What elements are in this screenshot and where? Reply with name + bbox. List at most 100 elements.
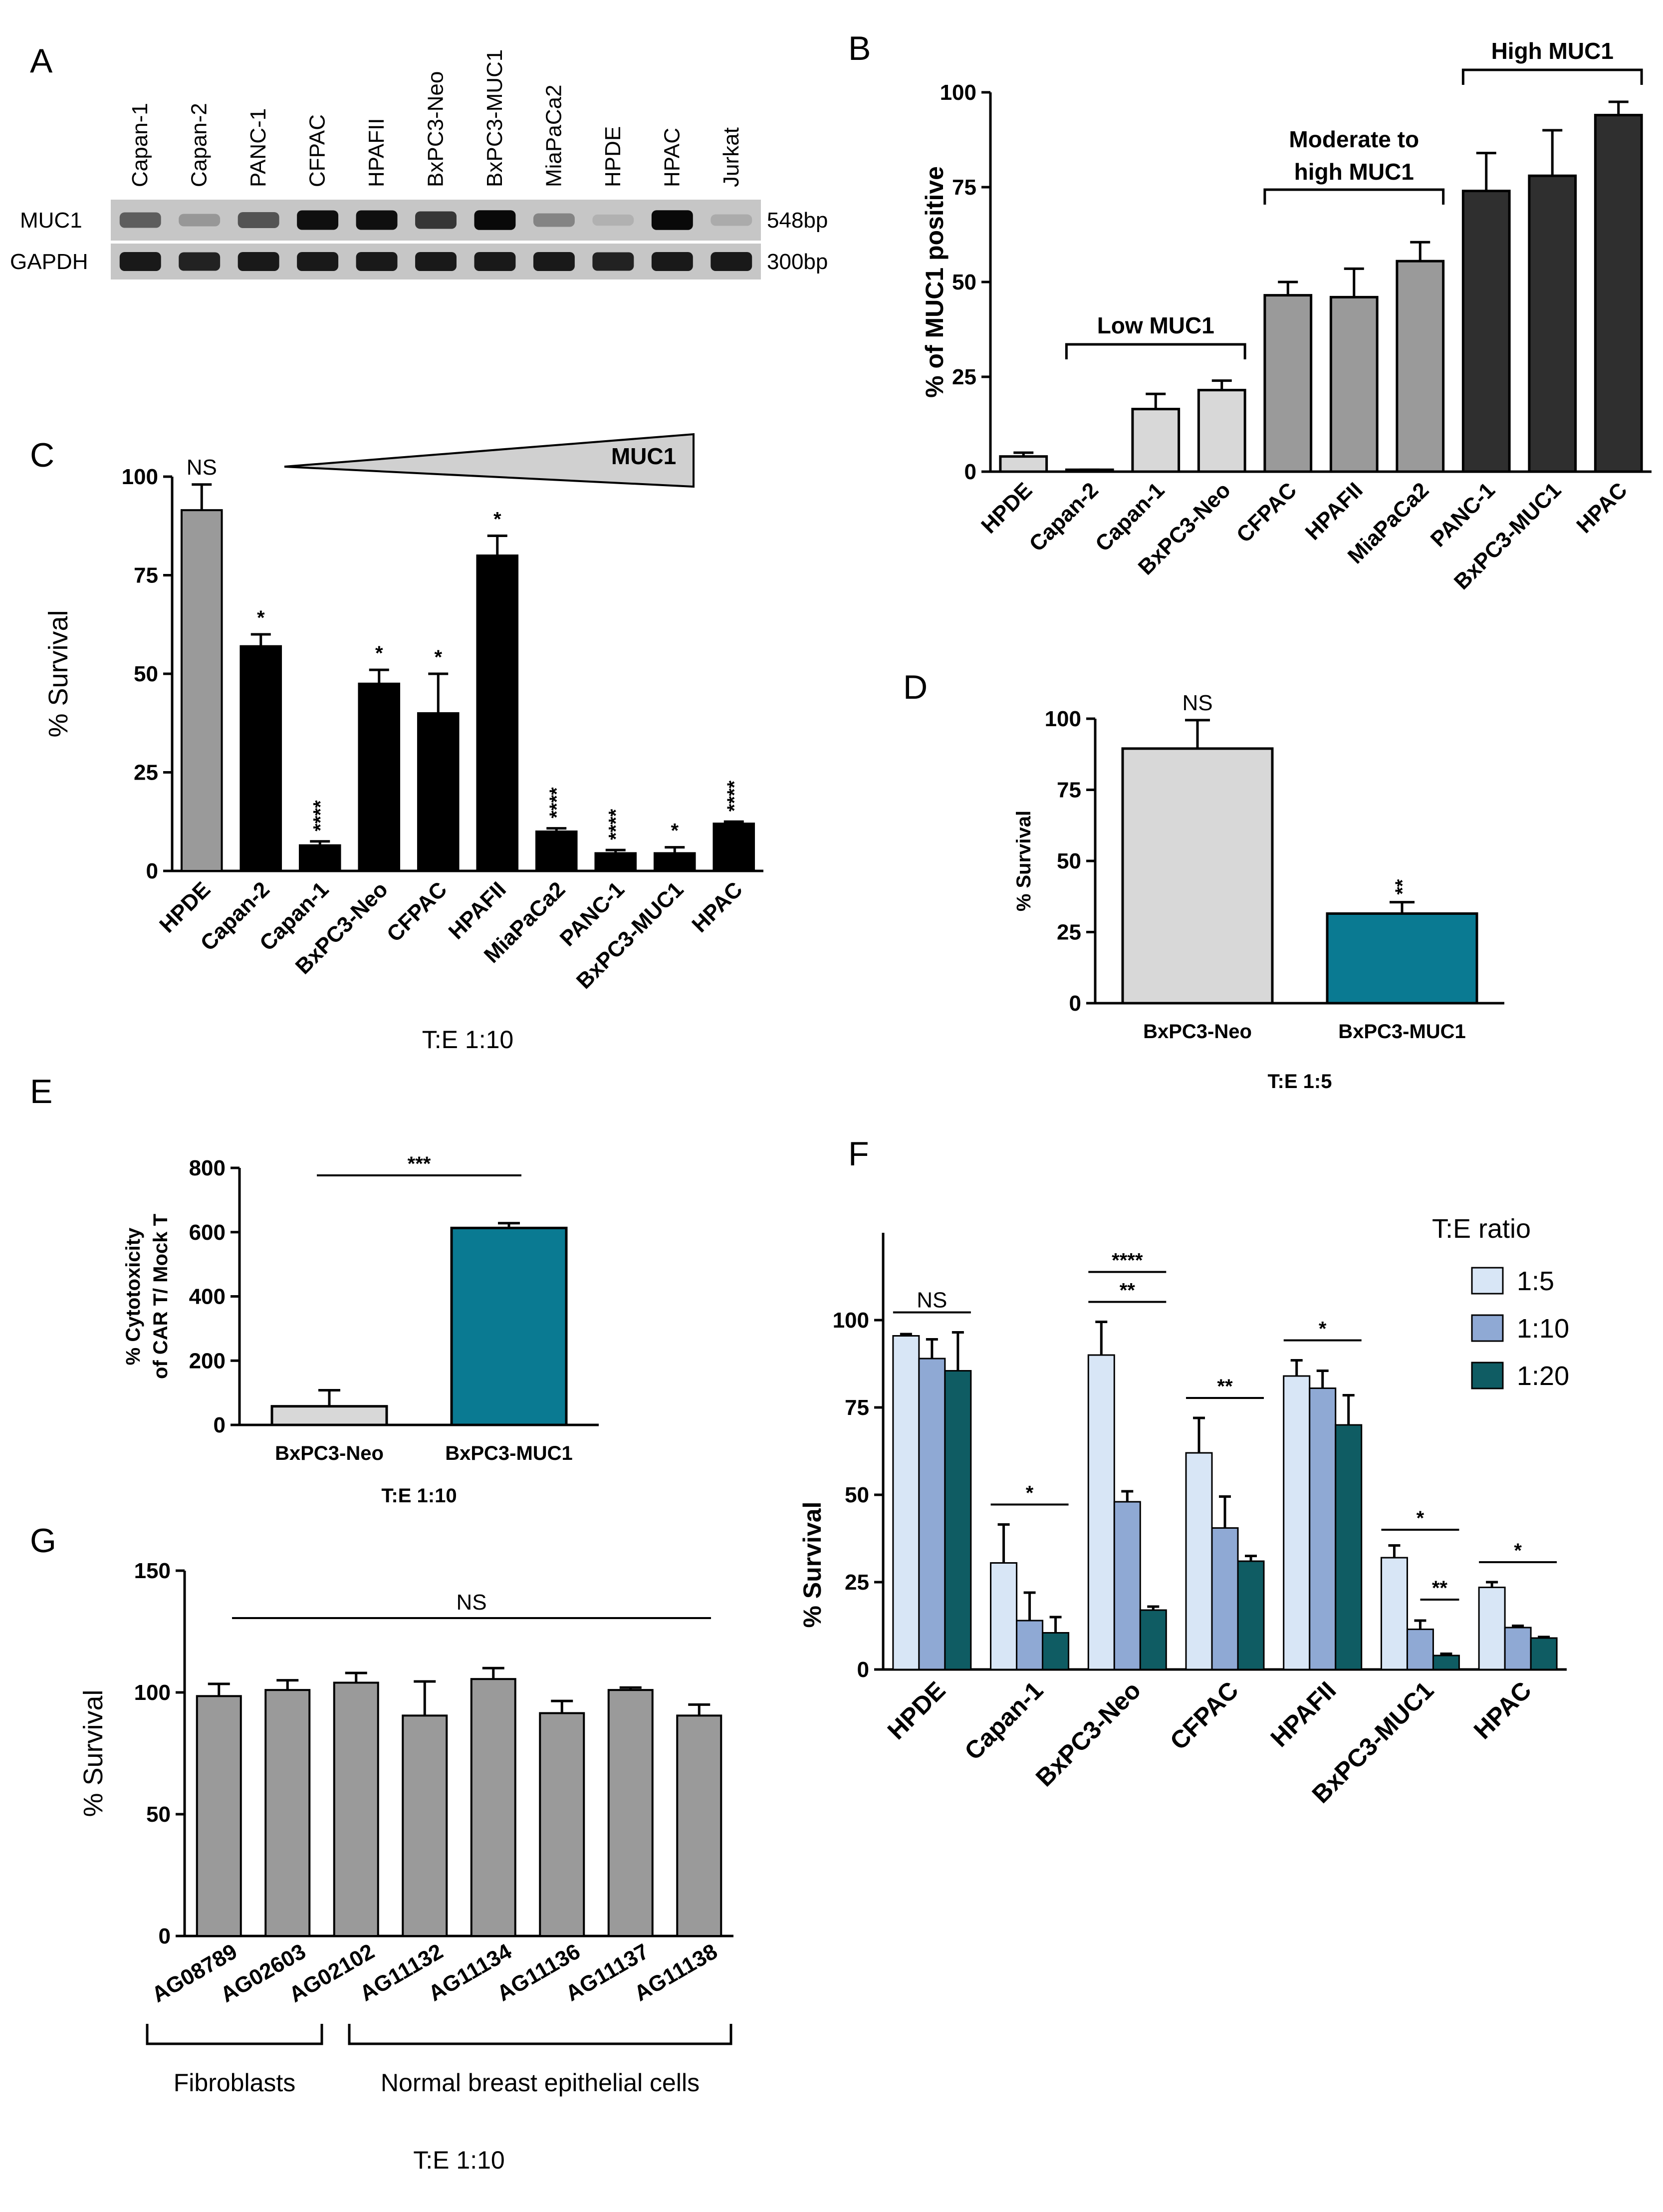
bar-bxpc3-muc1-1-20	[1432, 1655, 1460, 1670]
gel-lane-label: PANC-1	[246, 108, 270, 187]
legend-title: T:E ratio	[1432, 1214, 1531, 1244]
bar-ag02102	[333, 1681, 379, 1937]
bar-hpafii	[476, 554, 519, 872]
significance-marker: ****	[309, 800, 331, 831]
bar-capan-1-1-5	[990, 1562, 1018, 1670]
y-tick-label: 0	[146, 859, 158, 883]
gel-band	[238, 252, 279, 271]
bar-hpde-1-20	[944, 1370, 972, 1670]
chart-panel-e: 0 200 400 600 800 % Cytotoxicity of CAR T/ Moc…	[122, 1153, 599, 1507]
bar-bxpc3-neo-1-10	[1113, 1501, 1141, 1670]
group-label: Fibroblasts	[174, 2069, 296, 2097]
gel-band	[415, 211, 457, 229]
y-tick-label: 100	[940, 80, 976, 105]
group-label: Normal breast epithelial cells	[381, 2069, 700, 2097]
bar-hpac	[713, 823, 755, 872]
gel-band	[474, 252, 516, 271]
bar-bxpc3-neo-1-20	[1139, 1609, 1167, 1670]
bar-capan-1	[298, 844, 341, 872]
panel-label-e: E	[30, 1073, 52, 1110]
y-tick-label: 400	[189, 1285, 226, 1309]
bar-hpafii-1-5	[1283, 1375, 1311, 1670]
legend-swatch	[1471, 1314, 1504, 1342]
y-axis-label: of CAR T/ Mock T	[150, 1214, 172, 1379]
x-tick-label: HPAFII	[1300, 478, 1367, 545]
y-tick-label: 75	[952, 175, 976, 200]
significance-marker: *	[493, 509, 501, 531]
significance-marker: **	[1392, 879, 1414, 895]
x-tick-label: HPDE	[882, 1676, 951, 1745]
gel-row-label: GAPDH	[10, 250, 88, 274]
y-tick-label: 75	[1057, 778, 1081, 803]
significance-marker: *	[375, 642, 383, 664]
panel-label-f: F	[848, 1135, 869, 1173]
y-axis-label: % Survival	[798, 1502, 826, 1628]
gel-lane-label: Capan-2	[187, 103, 212, 187]
y-tick-label: 800	[189, 1156, 226, 1180]
x-tick-label: Capan-1	[959, 1676, 1048, 1765]
y-tick-label: 50	[845, 1483, 869, 1507]
chart-panel-d: 0 25 50 75 100 % Survival BxPC3-Neo NS BxPC3-MUC…	[1013, 691, 1504, 1093]
gel-band	[415, 252, 457, 271]
bar-bxpc3-muc1	[653, 852, 696, 872]
bar-miapaca2	[1396, 260, 1445, 473]
x-axis-caption: T:E 1:10	[422, 1026, 513, 1054]
gel-panel-a: Capan-1 Capan-2 PANC-1 CFPAC HPAFII BxPC3-Neo…	[10, 49, 828, 279]
significance-marker: *	[671, 820, 679, 842]
bar-hpde-1-10	[918, 1358, 946, 1670]
x-tick-label: HPAC	[687, 877, 747, 937]
group-bracket	[1263, 188, 1445, 205]
significance-marker: *	[1319, 1318, 1327, 1340]
bar-bxpc3-neo	[1121, 747, 1274, 1005]
significance-marker: ****	[723, 781, 745, 812]
panel-label-c: C	[30, 436, 54, 474]
gel-band	[533, 252, 575, 271]
bar-bxpc3-neo	[358, 682, 401, 872]
y-tick-label: 100	[1045, 707, 1081, 731]
bar-bxpc3-neo	[1197, 389, 1246, 473]
y-tick-label: 50	[952, 270, 976, 294]
x-axis-caption: T:E 1:10	[413, 2146, 504, 2174]
gel-band	[356, 252, 398, 271]
bar-ag11136	[539, 1712, 585, 1937]
bar-bxpc3-muc1-1-5	[1380, 1557, 1408, 1670]
x-tick-label: BxPC3-Neo	[1143, 1021, 1252, 1043]
gel-band	[179, 214, 221, 227]
significance-marker: ****	[546, 787, 568, 819]
gel-lane-label: BxPC3-MUC1	[482, 49, 507, 187]
bar-ag08789	[196, 1695, 242, 1937]
significance-marker: *	[1514, 1540, 1522, 1562]
panel-label-a: A	[30, 42, 53, 80]
y-axis-label: % of MUC1 positive	[921, 166, 949, 398]
y-axis-label: % Cytotoxicity	[122, 1227, 144, 1365]
y-tick-label: 200	[189, 1349, 226, 1373]
gel-lane-label: HPAC	[660, 128, 684, 187]
x-tick-label: CFPAC	[382, 877, 452, 947]
bar-cfpac	[1263, 294, 1313, 473]
bar-cfpac	[417, 712, 460, 872]
bar-ag11138	[676, 1714, 722, 1937]
y-tick-label: 50	[146, 1802, 171, 1827]
bar-hpac-1-20	[1530, 1637, 1558, 1670]
gel-band	[711, 214, 752, 226]
y-tick-label: 50	[134, 662, 158, 686]
gel-band	[711, 252, 752, 271]
gradient-label: MUC1	[611, 443, 676, 469]
group-bracket	[348, 2024, 732, 2045]
bar-capan-2	[1065, 468, 1114, 473]
group-label: High MUC1	[1491, 38, 1614, 64]
y-tick-label: 600	[189, 1220, 226, 1245]
gel-band	[179, 252, 221, 271]
bar-bxpc3-neo-1-5	[1087, 1354, 1115, 1670]
significance-marker: ****	[1112, 1250, 1143, 1272]
gel-band	[533, 213, 575, 227]
legend-label: 1:10	[1517, 1314, 1569, 1344]
significance-marker: *	[1417, 1507, 1425, 1529]
panel-label-d: D	[903, 668, 928, 706]
significance-marker: NS	[917, 1288, 947, 1313]
y-tick-label: 0	[964, 460, 976, 484]
bar-hpac	[1594, 114, 1643, 473]
significance-marker: NS	[456, 1590, 486, 1615]
y-tick-label: 0	[1069, 991, 1081, 1016]
gel-band	[474, 210, 516, 230]
